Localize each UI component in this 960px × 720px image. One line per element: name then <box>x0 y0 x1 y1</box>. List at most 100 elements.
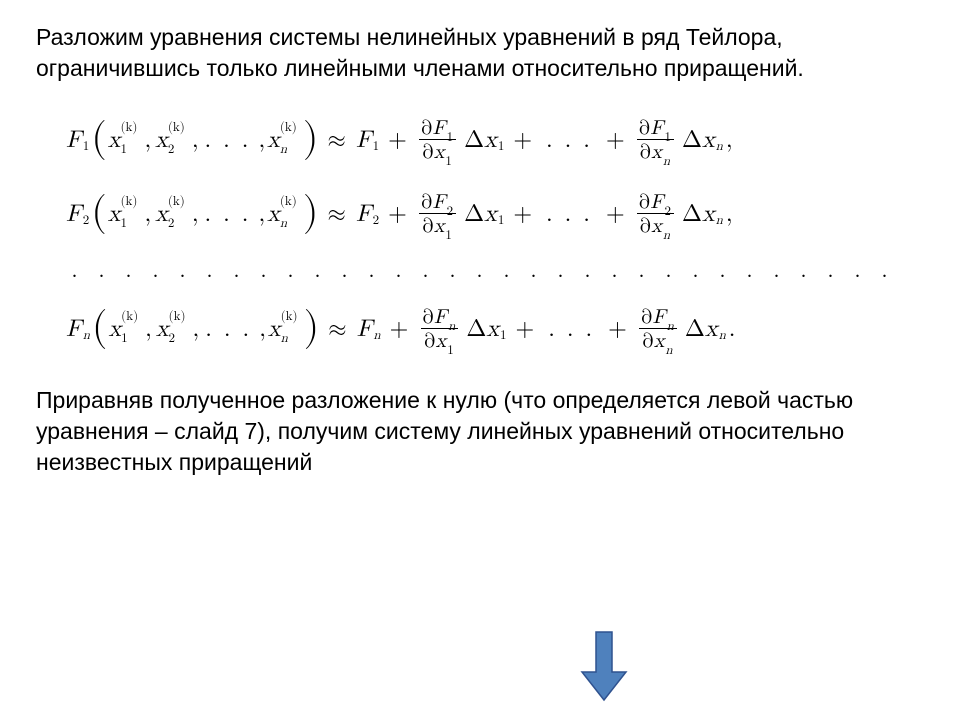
sym-F: F <box>434 307 447 327</box>
intro-paragraph: Разложим уравнения системы нелинейных ур… <box>36 22 924 84</box>
sym-x: x <box>155 200 168 229</box>
partial: ∂ <box>639 118 651 138</box>
sub-1: 1 <box>120 216 127 232</box>
sym-x: x <box>651 142 662 162</box>
sym-x: x <box>108 200 121 229</box>
eq-idx: 1 <box>373 139 380 155</box>
sup-k: (k) <box>168 194 185 210</box>
partial: ∂ <box>641 307 653 327</box>
fraction: ∂F1 ∂xn <box>636 118 675 163</box>
ellipsis: . . . <box>542 315 600 344</box>
equation-row-1: F1 ( x(k)1 , x(k)2 , . . . , x(k)n ) ≈ F… <box>66 112 904 168</box>
sym-F: F <box>653 307 666 327</box>
Delta: Δ <box>685 315 705 344</box>
sub-1: 1 <box>120 142 127 158</box>
sup-k: (k) <box>281 309 298 325</box>
sym-x: x <box>156 315 169 344</box>
slide: Разложим уравнения системы нелинейных ур… <box>0 0 960 720</box>
plus: + <box>380 200 415 229</box>
sym-x: x <box>484 200 497 229</box>
partial: ∂ <box>640 142 652 162</box>
sym-x: x <box>484 126 497 155</box>
eq-idx: 2 <box>447 205 454 218</box>
approx: ≈ <box>319 126 356 155</box>
sup-k: (k) <box>280 120 297 136</box>
dsub: n <box>663 155 670 168</box>
partial: ∂ <box>422 216 434 236</box>
sym-F: F <box>357 315 373 344</box>
eq-idx: n <box>667 320 674 333</box>
ellipsis: . . . <box>199 200 257 229</box>
dsub: 1 <box>445 155 452 168</box>
Delta: Δ <box>464 200 484 229</box>
dsub: 1 <box>498 213 505 229</box>
partial: ∂ <box>640 216 652 236</box>
fraction: ∂Fn ∂xn <box>638 307 678 352</box>
sup-k: (k) <box>120 120 137 136</box>
plus: + <box>600 315 635 344</box>
sym-F: F <box>356 200 372 229</box>
eq-idx: 1 <box>664 131 671 144</box>
eq-idx: 1 <box>447 131 454 144</box>
comma: , <box>190 126 199 155</box>
sup-k: (k) <box>280 194 297 210</box>
sym-F: F <box>356 126 372 155</box>
sym-F: F <box>66 315 82 344</box>
sym-F: F <box>66 200 82 229</box>
comma: , <box>191 315 200 344</box>
Delta: Δ <box>682 126 702 155</box>
sym-x: x <box>434 216 445 236</box>
eq-idx: 2 <box>83 213 90 229</box>
sym-x: x <box>486 315 499 344</box>
terminator: . <box>727 315 736 344</box>
dsub: 1 <box>498 139 505 155</box>
sym-x: x <box>155 126 168 155</box>
fraction: ∂F2 ∂xn <box>636 192 675 237</box>
partial: ∂ <box>422 307 434 327</box>
sub-2: 2 <box>168 142 175 158</box>
sym-x: x <box>702 200 715 229</box>
comma: , <box>256 126 265 155</box>
ellipsis: . . . <box>540 200 598 229</box>
sub-2: 2 <box>168 216 175 232</box>
ellipsis: . . . <box>199 126 257 155</box>
sup-k: (k) <box>120 194 137 210</box>
sym-x: x <box>268 315 281 344</box>
equation-row-n: Fn ( x(k)1 , x(k)2 , . . . , x(k)n ) ≈ F… <box>66 301 904 357</box>
comma: , <box>256 200 265 229</box>
fraction: ∂F1 ∂x1 <box>418 118 457 163</box>
plus: + <box>382 315 417 344</box>
dsub: 1 <box>500 328 507 344</box>
plus: + <box>505 126 540 155</box>
sup-k: (k) <box>169 309 186 325</box>
sub-2: 2 <box>169 331 176 347</box>
sym-F: F <box>650 118 663 138</box>
ellipsis: . . . <box>540 126 598 155</box>
partial: ∂ <box>639 192 651 212</box>
fraction: ∂Fn ∂x1 <box>419 307 459 352</box>
sub-1: 1 <box>121 331 128 347</box>
eq-idx: n <box>448 320 455 333</box>
dsub: n <box>716 139 723 155</box>
partial: ∂ <box>422 142 434 162</box>
dsub: 1 <box>447 344 454 357</box>
sub-n: n <box>281 331 288 347</box>
eq-idx: 2 <box>664 205 671 218</box>
equation-block: F1 ( x(k)1 , x(k)2 , . . . , x(k)n ) ≈ F… <box>66 112 904 357</box>
partial: ∂ <box>424 331 436 351</box>
eq-idx: n <box>373 328 380 344</box>
Delta: Δ <box>466 315 486 344</box>
sub-n: n <box>280 216 287 232</box>
fraction: ∂F2 ∂x1 <box>418 192 457 237</box>
sym-F: F <box>650 192 663 212</box>
sym-x: x <box>654 331 665 351</box>
sym-F: F <box>433 118 446 138</box>
plus: + <box>598 200 633 229</box>
terminator: , <box>724 126 733 155</box>
sup-k: (k) <box>168 120 185 136</box>
down-arrow-icon <box>580 630 628 702</box>
sym-x: x <box>702 126 715 155</box>
eq-idx: 2 <box>373 213 380 229</box>
dsub: n <box>716 213 723 229</box>
eq-idx: n <box>83 328 90 344</box>
